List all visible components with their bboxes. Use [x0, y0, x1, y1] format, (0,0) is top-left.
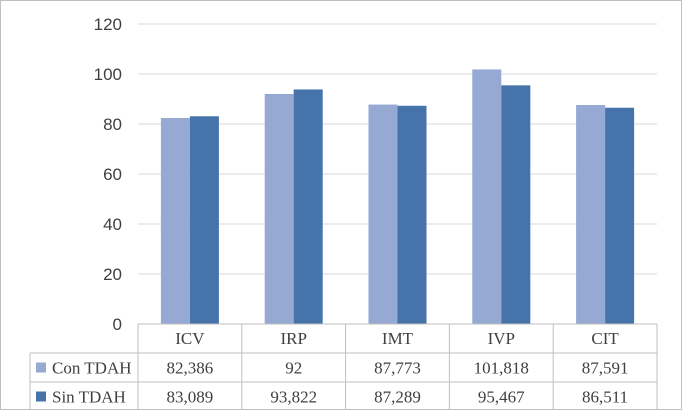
legend-key-con-tdah — [36, 362, 46, 373]
data-value: 87,773 — [374, 359, 421, 378]
series-name: Con TDAH — [52, 359, 132, 378]
category-label: IVP — [488, 329, 515, 348]
data-value: 87,289 — [374, 388, 421, 407]
data-value: 95,467 — [478, 388, 525, 407]
data-value: 82,386 — [167, 359, 214, 378]
data-table: ICV IRP IMT IVP CIT Con TDAH 82,386 92 87,773 101… — [29, 323, 658, 412]
data-value: 86,511 — [582, 388, 628, 407]
y-tick-label: 20 — [103, 265, 122, 284]
bar-irp-con — [264, 94, 294, 324]
data-value: 93,822 — [270, 388, 317, 407]
legend-key-sin-tdah — [36, 391, 46, 402]
y-axis-ticks: 0 20 40 60 80 100 120 — [94, 15, 122, 334]
bar-ivp-con — [472, 69, 502, 324]
bar-imt-sin — [397, 105, 427, 324]
data-value: 83,089 — [167, 388, 214, 407]
category-label: ICV — [175, 329, 205, 348]
data-value: 87,591 — [582, 359, 629, 378]
data-value: 92 — [285, 359, 302, 378]
bar-imt-con — [368, 104, 398, 324]
y-tick-label: 120 — [94, 15, 122, 34]
bar-irp-sin — [293, 89, 323, 324]
y-tick-label: 100 — [94, 65, 122, 84]
bar-icv-con — [160, 118, 190, 324]
bar-ivp-sin — [501, 85, 531, 325]
bars — [160, 69, 635, 325]
bar-cit-sin — [605, 107, 635, 324]
bar-cit-con — [576, 105, 606, 325]
category-label: IRP — [280, 329, 306, 348]
y-tick-label: 40 — [103, 215, 122, 234]
bar-icv-sin — [189, 116, 219, 324]
category-label: IMT — [382, 329, 414, 348]
y-tick-label: 0 — [113, 315, 122, 334]
category-label: CIT — [591, 329, 619, 348]
y-tick-label: 80 — [103, 115, 122, 134]
series-name: Sin TDAH — [52, 388, 126, 407]
data-value: 101,818 — [474, 359, 529, 378]
y-tick-label: 60 — [103, 165, 122, 184]
gridlines — [138, 23, 657, 275]
